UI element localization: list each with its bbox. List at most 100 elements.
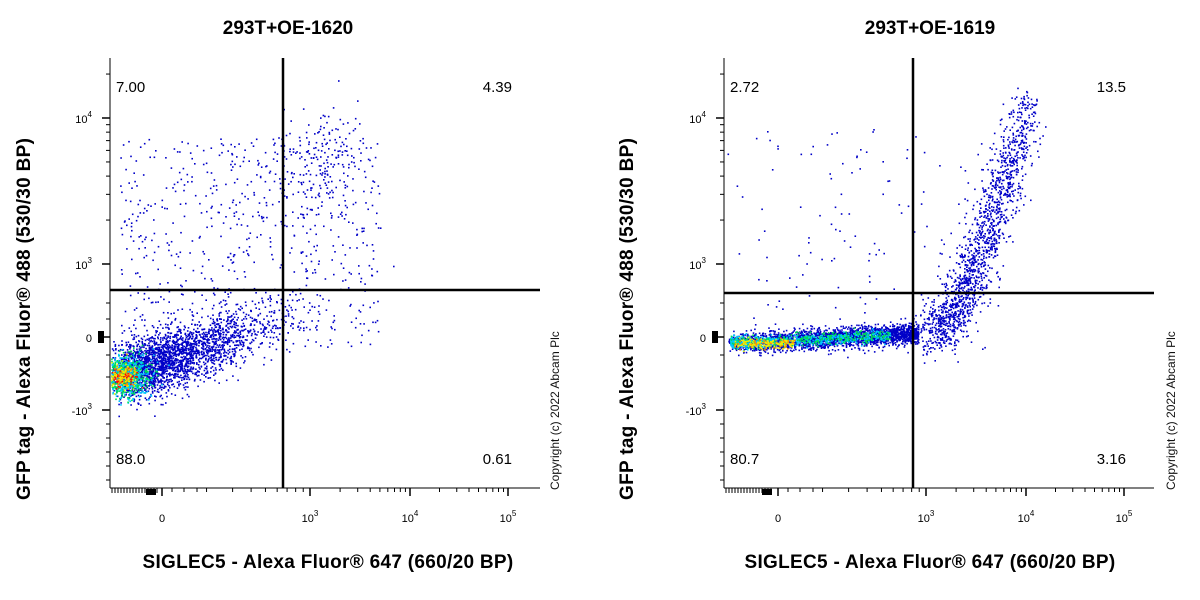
event-dot bbox=[317, 310, 320, 313]
event-dot bbox=[114, 373, 116, 376]
event-dot bbox=[225, 337, 228, 340]
event-dot bbox=[324, 176, 326, 178]
event-dot bbox=[285, 315, 287, 317]
event-dot bbox=[112, 364, 114, 366]
event-dot bbox=[230, 143, 232, 146]
event-dot bbox=[143, 373, 145, 375]
event-dot bbox=[173, 312, 175, 314]
event-dot bbox=[321, 142, 323, 145]
event-dot bbox=[116, 367, 119, 370]
event-dot bbox=[341, 215, 343, 217]
event-dot bbox=[154, 334, 157, 337]
event-dot bbox=[218, 344, 221, 347]
event-dot bbox=[223, 319, 225, 321]
event-dot bbox=[156, 371, 158, 373]
event-dot bbox=[233, 212, 236, 215]
event-dot bbox=[181, 367, 183, 369]
event-dot bbox=[160, 394, 162, 397]
events bbox=[727, 87, 1047, 364]
event-dot bbox=[341, 211, 343, 214]
event-dot bbox=[344, 254, 347, 256]
event-dot bbox=[174, 341, 177, 344]
event-dot bbox=[165, 326, 167, 329]
event-dot bbox=[183, 215, 186, 218]
event-dot bbox=[371, 165, 374, 168]
event-dot bbox=[146, 378, 148, 381]
event-dot bbox=[215, 342, 217, 344]
event-dot bbox=[116, 377, 119, 379]
event-dot bbox=[139, 356, 141, 358]
event-dot bbox=[151, 347, 153, 349]
event-dot bbox=[131, 377, 133, 380]
event-dot bbox=[179, 337, 181, 340]
event-dot bbox=[199, 361, 201, 363]
event-dot bbox=[292, 211, 294, 213]
event-dot bbox=[171, 357, 173, 360]
event-dot bbox=[130, 222, 133, 224]
event-dot bbox=[359, 140, 362, 142]
event-dot bbox=[334, 251, 336, 253]
event-dot bbox=[137, 334, 140, 337]
event-dot bbox=[154, 359, 157, 361]
event-dot bbox=[226, 312, 229, 315]
event-dot bbox=[212, 354, 214, 356]
event-dot bbox=[148, 402, 151, 405]
event-dot bbox=[167, 359, 170, 361]
event-dot bbox=[202, 336, 205, 338]
event-dot bbox=[126, 378, 129, 380]
event-dot bbox=[159, 343, 162, 346]
event-dot bbox=[162, 363, 164, 366]
event-dot bbox=[198, 331, 200, 333]
event-dot bbox=[184, 370, 186, 373]
event-dot bbox=[210, 359, 212, 362]
event-dot bbox=[793, 330, 796, 332]
event-dot bbox=[119, 398, 122, 401]
event-dot bbox=[228, 351, 231, 353]
event-dot bbox=[143, 392, 145, 394]
event-dot bbox=[204, 277, 206, 280]
event-dot bbox=[140, 362, 143, 365]
event-dot bbox=[216, 287, 219, 290]
event-dot bbox=[274, 224, 277, 227]
event-dot bbox=[251, 300, 254, 303]
event-dot bbox=[143, 346, 145, 349]
event-dot bbox=[228, 328, 230, 330]
event-dot bbox=[268, 346, 271, 348]
event-dot bbox=[149, 383, 152, 386]
event-dot bbox=[209, 350, 212, 353]
event-dot bbox=[227, 353, 230, 355]
event-dot bbox=[160, 378, 162, 381]
event-dot bbox=[316, 329, 318, 331]
event-dot bbox=[845, 341, 848, 343]
event-dot bbox=[247, 254, 250, 257]
event-dot bbox=[191, 356, 194, 359]
event-dot bbox=[342, 123, 345, 125]
event-dot bbox=[163, 337, 166, 340]
event-dot bbox=[143, 374, 146, 377]
event-dot bbox=[225, 355, 227, 357]
event-dot bbox=[138, 384, 140, 387]
event-dot bbox=[131, 355, 134, 357]
event-dot bbox=[252, 339, 255, 342]
event-dot bbox=[185, 347, 188, 350]
event-dot bbox=[220, 235, 222, 238]
event-dot bbox=[301, 183, 303, 186]
event-dot bbox=[243, 361, 245, 364]
event-dot bbox=[146, 382, 148, 385]
x-ticks bbox=[111, 488, 509, 496]
event-dot bbox=[272, 319, 275, 322]
event-dot bbox=[135, 272, 137, 275]
event-dot bbox=[165, 343, 168, 346]
event-dot bbox=[728, 341, 730, 343]
event-dot bbox=[250, 347, 252, 350]
event-dot bbox=[264, 180, 267, 183]
event-dot bbox=[141, 343, 144, 346]
y-tick-label: 103 bbox=[75, 256, 92, 272]
event-dot bbox=[120, 402, 122, 404]
event-dot bbox=[306, 137, 308, 139]
event-dot bbox=[137, 292, 139, 294]
event-dot bbox=[806, 332, 809, 335]
event-dot bbox=[148, 337, 150, 340]
event-dot bbox=[130, 390, 132, 392]
event-dot bbox=[153, 350, 156, 352]
